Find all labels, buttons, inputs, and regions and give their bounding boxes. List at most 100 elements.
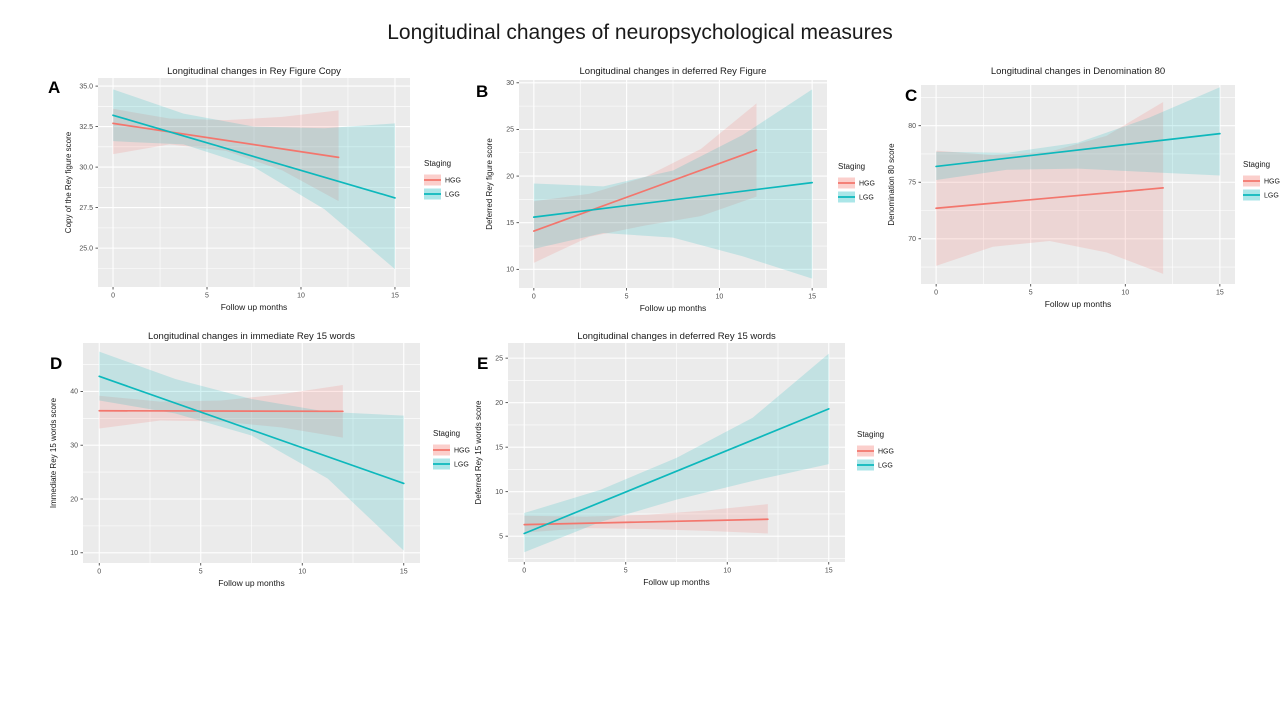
y-tick-label: 75 [908,180,916,187]
panel-E-title: Longitudinal changes in deferred Rey 15 … [577,331,776,342]
legend-title: Staging [838,162,865,171]
y-axis-title: Denomination 80 score [887,143,896,226]
x-axis-title: Follow up months [221,302,288,312]
legend-label-HGG: HGG [454,448,470,455]
confidence-ribbon-HGG [524,504,768,534]
x-axis-title: Follow up months [218,578,285,588]
y-axis-title: Deferred Rey figure score [485,138,494,230]
x-axis-title: Follow up months [643,577,710,587]
y-tick-label: 10 [506,267,514,274]
trend-line-HGG [523,518,769,526]
confidence-ribbon-HGG [936,101,1164,274]
legend-label-HGG: HGG [445,178,461,185]
y-axis-title: Copy of the Rey figure score [64,131,73,233]
legend-label-HGG: HGG [878,449,894,456]
x-tick-label: 10 [297,293,305,300]
legend-title: Staging [857,430,884,439]
panel-D-title: Longitudinal changes in immediate Rey 15… [148,331,355,342]
panel-A: 0 5 10 15 25.0 27.5 30.0 32.5 35.0 Longitudinal c… [48,66,461,312]
legend-label-LGG: LGG [859,195,874,202]
x-tick-label: 10 [723,568,731,575]
trend-line-LGG [523,408,830,535]
legend-label-LGG: LGG [1264,193,1279,200]
legend-label-LGG: LGG [878,463,893,470]
y-tick-label: 27.5 [79,205,93,212]
legend-label-HGG: HGG [859,181,875,188]
x-tick-label: 15 [825,568,833,575]
x-tick-label: 0 [934,290,938,297]
y-tick-label: 15 [506,220,514,227]
x-tick-label: 0 [522,568,526,575]
x-tick-label: 0 [111,293,115,300]
x-tick-label: 5 [625,294,629,301]
y-axis-title: Deferred Rey 15 words score [474,400,483,505]
trend-line-LGG [112,114,396,199]
y-tick-label: 40 [70,389,78,396]
legend: Staging HGG LGG [1243,160,1280,201]
confidence-ribbon-LGG [533,89,813,279]
x-axis-title: Follow up months [1045,299,1112,309]
x-tick-label: 5 [199,569,203,576]
panel-D-label: D [50,354,62,373]
panel-E-label: E [477,354,488,373]
x-tick-label: 5 [624,568,628,575]
y-tick-label: 70 [908,236,916,243]
confidence-ribbon-LGG [936,87,1220,180]
trend-line-HGG [532,149,758,232]
panel-D: 0 5 10 15 10 20 30 40 Longitudinal changes in im… [49,331,470,588]
panel-C: 0 5 10 15 70 75 80 Longitudinal changes in Deno… [887,66,1280,309]
y-tick-label: 25 [506,127,514,134]
x-tick-label: 15 [400,569,408,576]
x-tick-label: 0 [532,294,536,301]
trend-line-HGG [98,409,344,413]
x-tick-label: 5 [205,293,209,300]
legend: Staging HGG LGG [857,430,894,471]
y-tick-label: 20 [70,496,78,503]
trend-line-LGG [935,132,1221,168]
y-tick-label: 15 [495,444,503,451]
x-tick-label: 10 [298,569,306,576]
panel-E: 0 5 10 15 5 10 15 20 25 Longitudinal changes in d… [474,331,894,587]
legend-title: Staging [433,429,460,438]
y-tick-label: 10 [495,489,503,496]
legend-title: Staging [1243,160,1270,169]
y-tick-label: 32.5 [79,124,93,131]
y-tick-label: 10 [70,550,78,557]
x-tick-label: 0 [97,569,101,576]
y-tick-label: 30 [506,80,514,87]
confidence-ribbon-HGG [533,103,757,263]
legend-label-LGG: LGG [445,192,460,199]
panel-B-label: B [476,82,488,101]
legend-label-HGG: HGG [1264,179,1280,186]
y-tick-label: 80 [908,123,916,130]
x-tick-label: 15 [1216,290,1224,297]
y-tick-label: 30.0 [79,164,93,171]
panel-A-label: A [48,78,60,97]
legend-title: Staging [424,159,451,168]
y-tick-label: 5 [499,533,503,540]
panel-A-title: Longitudinal changes in Rey Figure Copy [167,66,341,77]
x-tick-label: 15 [391,293,399,300]
y-tick-label: 35.0 [79,83,93,90]
panel-B: 0 5 10 15 10 15 20 25 30 Longitudinal changes in … [476,66,875,313]
trend-line-HGG [935,187,1164,210]
trend-line-LGG [532,181,814,218]
figure-title: Longitudinal changes of neuropsychologic… [387,21,893,44]
panel-C-label: C [905,86,917,105]
trend-line-LGG [98,375,405,485]
confidence-ribbon-LGG [99,351,404,551]
panel-C-title: Longitudinal changes in Denomination 80 [991,66,1165,77]
x-tick-label: 5 [1029,290,1033,297]
legend: Staging HGG LGG [838,162,875,203]
y-tick-label: 25.0 [79,245,93,252]
x-axis-title: Follow up months [640,303,707,313]
y-tick-label: 20 [495,400,503,407]
y-tick-label: 20 [506,173,514,180]
x-tick-label: 15 [808,294,816,301]
y-axis-title: Immediate Rey 15 words score [49,397,58,508]
x-tick-label: 10 [715,294,723,301]
trend-line-HGG [112,122,340,159]
y-tick-label: 30 [70,443,78,450]
